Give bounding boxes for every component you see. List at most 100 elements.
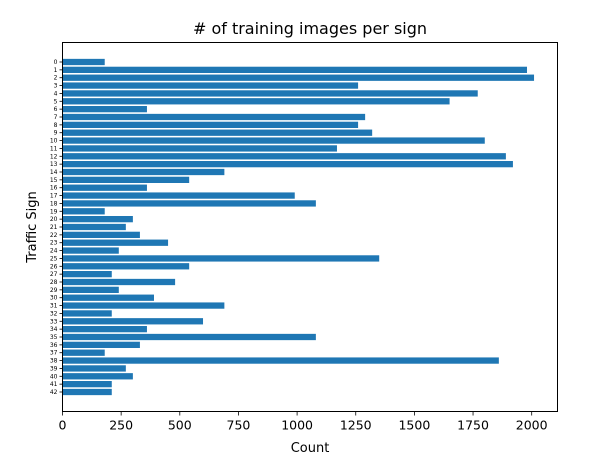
bar-sign-28 [62,278,176,286]
y-tick-label: 41 [50,381,58,388]
y-tick-label: 0 [54,59,58,66]
bar-sign-1 [62,66,528,73]
bar-sign-31 [62,302,225,309]
x-tick-label: 1250 [340,418,372,433]
bar-sign-35 [62,333,316,341]
y-tick-label: 19 [50,208,58,215]
bar-sign-33 [62,318,204,325]
y-tick-label: 42 [50,389,58,396]
bar-sign-34 [62,326,147,333]
y-tick-label: 27 [50,271,58,278]
y-tick-label: 25 [50,255,58,262]
y-tick-label: 7 [54,114,58,121]
y-tick-label: 21 [50,224,58,231]
bar-sign-21 [62,223,126,231]
x-tick-label: 1500 [398,418,430,433]
y-tick-label: 16 [50,185,58,192]
y-tick-label: 11 [50,145,58,152]
bar-sign-24 [62,247,119,254]
y-tick-label: 28 [50,279,58,286]
bar-sign-9 [62,129,373,136]
y-tick-label: 30 [50,295,58,302]
y-axis-label: Traffic Sign [25,191,40,264]
y-tick-label: 23 [50,240,58,247]
bar-sign-18 [62,200,316,207]
y-tick-label: 6 [54,106,58,113]
y-ticks-group: 0123456789101112131415161718192021222324… [50,59,63,396]
bar-sign-41 [62,381,112,388]
bar-sign-11 [62,145,337,152]
bar-sign-15 [62,176,190,183]
y-tick-label: 20 [50,216,58,223]
x-tick-label: 0 [59,418,67,433]
bar-sign-13 [62,161,513,168]
bar-sign-23 [62,239,169,246]
x-tick-label: 250 [109,418,133,433]
bar-sign-38 [62,357,499,364]
bar-sign-4 [62,90,478,97]
x-ticks-group: 0 250 500 750 1000 1250 1500 1750 2000 [59,411,548,433]
bar-sign-26 [62,263,190,270]
y-tick-label: 2 [54,75,58,82]
x-tick-label: 500 [168,418,192,433]
y-tick-label: 22 [50,232,58,239]
x-tick-label: 1000 [281,418,313,433]
bar-sign-7 [62,113,366,121]
y-tick-label: 34 [50,326,58,333]
x-tick-label: 750 [227,418,251,433]
bar-sign-29 [62,286,119,293]
x-axis-label: Count [291,441,330,456]
y-tick-label: 24 [50,248,58,255]
y-tick-label: 12 [50,153,58,160]
y-tick-label: 4 [54,90,58,97]
bar-sign-32 [62,310,112,317]
y-tick-label: 33 [50,318,58,325]
y-tick-label: 40 [50,373,58,380]
y-tick-label: 18 [50,200,58,207]
bar-sign-8 [62,121,359,128]
bars-group [62,58,535,396]
y-tick-label: 3 [54,83,58,90]
y-tick-label: 35 [50,334,58,341]
bar-sign-2 [62,74,535,81]
y-tick-label: 36 [50,342,58,349]
bar-sign-36 [62,341,140,348]
y-tick-label: 10 [50,138,58,145]
y-tick-label: 17 [50,193,58,200]
bar-sign-20 [62,216,133,223]
bar-sign-0 [62,58,105,66]
y-tick-label: 5 [54,98,58,105]
bar-sign-39 [62,365,126,372]
bar-sign-16 [62,184,147,191]
bar-sign-5 [62,98,450,105]
bar-sign-42 [62,388,112,396]
chart-title: # of training images per sign [193,19,427,38]
plot-frame [62,42,558,412]
y-tick-label: 1 [54,67,58,74]
y-tick-label: 13 [50,161,58,168]
bar-sign-19 [62,208,105,215]
y-tick-label: 14 [50,169,58,176]
bar-sign-25 [62,255,380,262]
bar-sign-17 [62,192,295,199]
bar-sign-22 [62,231,140,238]
y-tick-label: 9 [54,130,58,137]
y-tick-label: 38 [50,358,58,365]
y-tick-label: 39 [50,365,58,372]
bar-sign-30 [62,294,154,301]
y-tick-label: 37 [50,350,58,357]
bar-sign-37 [62,349,105,356]
bar-sign-6 [62,106,147,113]
x-tick-label: 2000 [516,418,548,433]
bar-sign-10 [62,137,485,144]
y-tick-label: 32 [50,310,58,317]
bar-sign-14 [62,168,225,176]
y-tick-label: 29 [50,287,58,294]
y-tick-label: 31 [50,303,58,310]
bar-sign-40 [62,373,133,380]
y-tick-label: 15 [50,177,58,184]
bar-sign-3 [62,82,359,89]
y-tick-label: 8 [54,122,58,129]
x-tick-label: 1750 [457,418,489,433]
